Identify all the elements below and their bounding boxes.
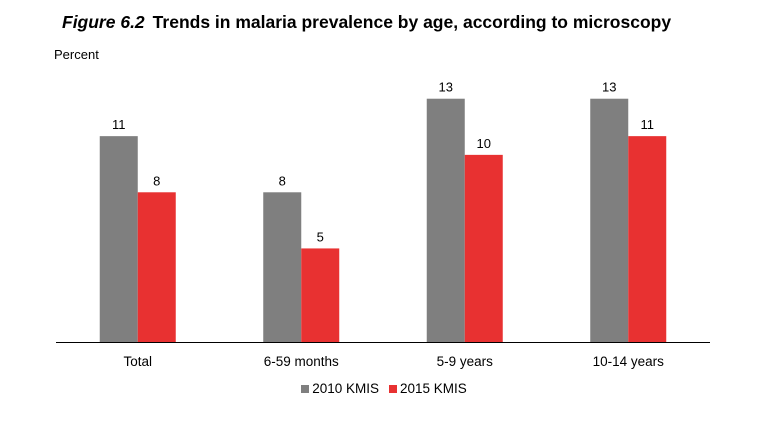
x-tick-label-1: 6-59 months [264, 354, 339, 369]
data-label-2010-3: 13 [602, 80, 616, 95]
bar-2015-1 [301, 248, 340, 342]
legend-item-2015: 2015 KMIS [389, 381, 467, 396]
legend-swatch-2015 [389, 384, 397, 393]
chart-title: Figure 6.2 Trends in malaria prevalence b… [62, 12, 671, 33]
bar-2015-0 [137, 192, 176, 342]
bar-2010-0 [99, 136, 138, 342]
bar-2010-2 [426, 98, 465, 342]
x-tick-label-3: 10-14 years [593, 354, 665, 369]
data-label-2010-0: 11 [112, 117, 126, 132]
y-unit-label: Percent [54, 47, 99, 62]
legend-item-2010: 2010 KMIS [301, 381, 379, 396]
data-label-2010-1: 8 [279, 173, 286, 188]
legend-swatch-2010 [301, 384, 310, 393]
bar-2015-3 [628, 136, 667, 342]
x-tick-label-2: 5-9 years [437, 354, 494, 369]
bar-2010-3 [590, 98, 629, 342]
data-label-2015-3: 11 [641, 117, 655, 132]
data-label-2010-2: 13 [439, 80, 453, 95]
figure-number: Figure 6.2 [62, 12, 145, 32]
legend-label-2015: 2015 KMIS [400, 381, 467, 396]
figure-title: Trends in malaria prevalence by age, acc… [152, 12, 672, 32]
legend: 2010 KMIS 2015 KMIS [0, 381, 768, 396]
data-label-2015-2: 10 [477, 136, 491, 151]
bar-2010-1 [263, 192, 302, 342]
data-label-2015-1: 5 [317, 229, 324, 244]
x-tick-label-0: Total [123, 354, 152, 369]
data-label-2015-0: 8 [153, 173, 160, 188]
legend-label-2010: 2010 KMIS [312, 381, 379, 396]
bar-2015-2 [464, 154, 503, 342]
